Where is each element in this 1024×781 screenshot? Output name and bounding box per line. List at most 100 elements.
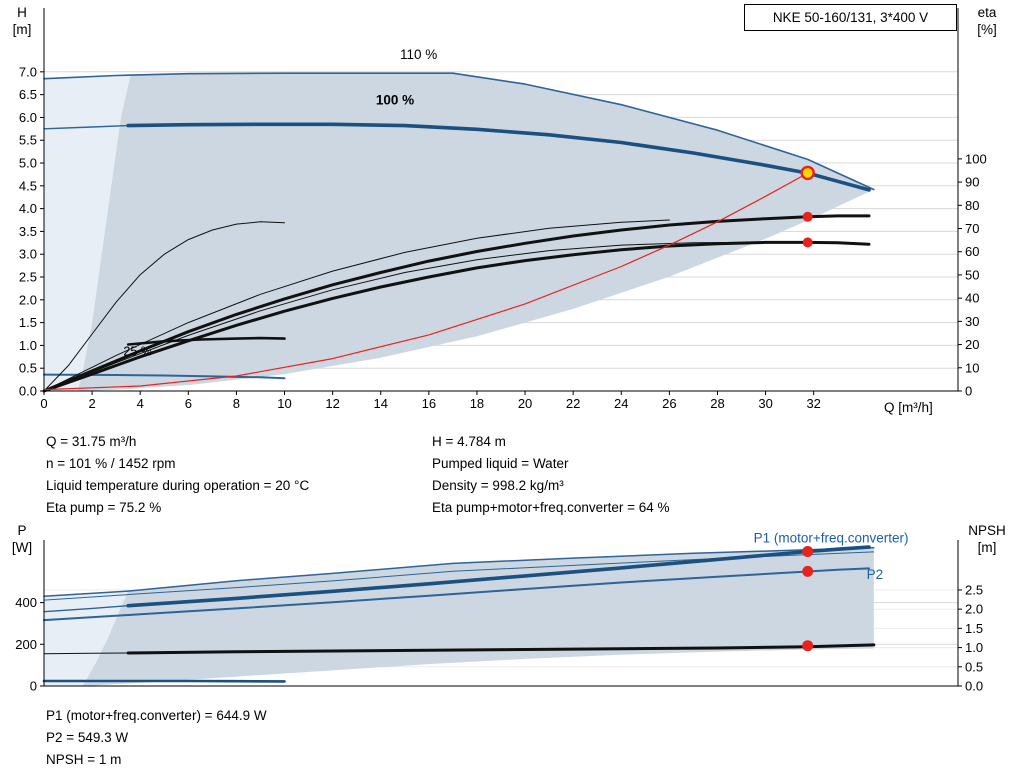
x-tick-label: 30 — [758, 396, 772, 411]
y-right-tick-label: 1.5 — [965, 621, 983, 636]
x-tick-label: 12 — [325, 396, 339, 411]
eta-total-line: Eta pump+motor+freq.converter = 64 % — [432, 500, 670, 515]
power-data-block: P1 (motor+freq.converter) = 644.9 W P2 =… — [46, 705, 267, 771]
npsh-axis-title-line1: NPSH — [968, 523, 1006, 538]
curve-25pct — [43, 373, 286, 380]
p-envelope-light — [44, 591, 129, 686]
x-tick-label: 24 — [614, 396, 628, 411]
label-p1: P1 (motor+freq.converter) — [754, 531, 909, 546]
eta-pump-line: Eta pump = 75.2 % — [46, 500, 162, 515]
y-right-tick-label: 0.5 — [965, 659, 983, 674]
y-right-tick-label: 90 — [965, 175, 979, 190]
eta-thin-upper — [43, 219, 670, 392]
npsh-curve — [126, 643, 876, 655]
pumped-liquid-line: Pumped liquid = Water — [432, 456, 569, 471]
y-right-tick-label: 100 — [965, 151, 987, 166]
y-left-tick-label: 3.0 — [19, 247, 37, 262]
x-tick-label: 26 — [662, 396, 676, 411]
density-line: Density = 998.2 kg/m³ — [432, 478, 564, 493]
curve-110pct — [43, 72, 875, 191]
npsh-line: NPSH = 1 m — [46, 752, 122, 767]
y-right-tick-label: 0 — [965, 384, 972, 399]
h-axis-title-line2: [m] — [12, 22, 32, 37]
x-tick-label: 28 — [710, 396, 724, 411]
p2-curve — [43, 567, 870, 622]
y-right-tick-label: 10 — [965, 360, 979, 375]
eta-total-point — [802, 237, 813, 248]
eta-axis-title-line2: [%] — [977, 22, 997, 37]
system-curve — [43, 172, 809, 391]
x-tick-label: 22 — [566, 396, 580, 411]
x-tick-label: 2 — [88, 396, 95, 411]
y-left-tick-label: 5.0 — [19, 156, 37, 171]
y-right-tick-label: 60 — [965, 244, 979, 259]
p-axis-title: P [W] — [2, 522, 42, 556]
npsh-axis-title-line2: [m] — [977, 540, 997, 555]
duty-point — [800, 165, 815, 181]
y-left-tick-label: 4.0 — [19, 201, 37, 216]
y-right-tick-label: 1.0 — [965, 640, 983, 655]
x-tick-label: 18 — [470, 396, 484, 411]
operating-data-left: Q = 31.75 m³/h n = 101 % / 1452 rpm Liqu… — [46, 431, 309, 519]
qh-eta-chart: 0 2 4 6 8 10 12 14 16 18 20 22 24 26 28 30 320.00.51.01.… — [19, 8, 987, 411]
y-right-tick-label: 2.0 — [965, 602, 983, 617]
npsh-point — [802, 640, 814, 652]
flow-line: Q = 31.75 m³/h — [46, 434, 137, 449]
p1-line: P1 (motor+freq.converter) = 644.9 W — [46, 708, 267, 723]
p2-point — [802, 565, 814, 577]
eta-axis-title: eta [%] — [962, 4, 1012, 38]
x-tick-label: 16 — [422, 396, 436, 411]
y-left-tick-label: 6.5 — [19, 87, 37, 102]
y-left-tick-label: 400 — [15, 595, 37, 610]
y-left-tick-label: 0 — [30, 679, 37, 694]
y-left-tick-label: 0.0 — [19, 384, 37, 399]
y-right-tick-label: 70 — [965, 221, 979, 236]
p1-110-curve — [43, 546, 875, 598]
label-110pct: 110 % — [400, 47, 437, 62]
y-left-tick-label: 2.0 — [19, 292, 37, 307]
y-right-tick-label: 50 — [965, 267, 979, 282]
npsh-axis-title: NPSH [m] — [956, 522, 1018, 556]
eta-pump-point — [802, 211, 813, 222]
eta-thin-lower — [43, 241, 742, 392]
y-left-tick-label: 3.5 — [19, 224, 37, 239]
p1-point — [802, 546, 814, 557]
p-operating-envelope — [82, 547, 874, 686]
eta-pump-curve — [42, 214, 871, 393]
x-tick-label: 10 — [277, 396, 291, 411]
eta-total-reduced — [126, 336, 286, 346]
head-line: H = 4.784 m — [432, 434, 506, 449]
label-100pct: 100 % — [376, 93, 414, 108]
y-right-tick-label: 20 — [965, 337, 979, 352]
q-axis-label: Q [m³/h] — [884, 400, 933, 415]
p-axis-title-line1: P — [17, 523, 27, 538]
y-right-tick-label: 0.0 — [965, 679, 983, 694]
x-tick-label: 20 — [518, 396, 532, 411]
operating-data-right: H = 4.784 m Pumped liquid = Water Densit… — [432, 431, 670, 519]
eta-axis-title-line1: eta — [977, 5, 997, 20]
pump-model-title-box: NKE 50-160/131, 3*400 V — [744, 4, 957, 31]
npsh-curve-lead — [43, 652, 129, 655]
x-tick-label: 4 — [137, 396, 144, 411]
y-left-tick-label: 1.5 — [19, 315, 37, 330]
y-left-tick-label: 7.0 — [19, 64, 37, 79]
y-left-tick-label: 0.5 — [19, 361, 37, 376]
x-tick-label: 6 — [185, 396, 192, 411]
p-axis-title-line2: [W] — [11, 540, 33, 555]
x-tick-label: 14 — [374, 396, 388, 411]
y-left-tick-label: 6.0 — [19, 110, 37, 125]
p2-line: P2 = 549.3 W — [46, 730, 129, 745]
y-left-tick-label: 5.5 — [19, 133, 37, 148]
label-25pct: 25 % — [123, 344, 151, 358]
envelope-light — [44, 75, 131, 391]
eta-reduced-speed — [43, 221, 285, 392]
p1-curve-lead — [43, 604, 129, 613]
y-right-tick-label: 30 — [965, 314, 979, 329]
y-left-tick-label: 4.5 — [19, 178, 37, 193]
h-axis-title-line1: H — [17, 5, 27, 20]
y-left-tick-label: 200 — [15, 637, 37, 652]
x-tick-label: 8 — [233, 396, 240, 411]
y-right-tick-label: 40 — [965, 291, 979, 306]
y-right-tick-label: 80 — [965, 198, 979, 213]
